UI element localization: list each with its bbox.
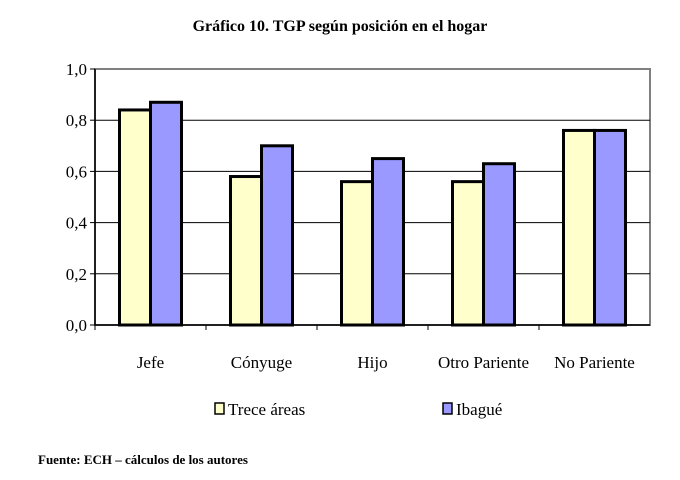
bar-trece-areas (229, 175, 263, 327)
bar-ibague (149, 100, 183, 327)
bar-ibague (482, 162, 516, 327)
y-tick-label: 0,0 (66, 316, 87, 335)
legend-label: Ibagué (456, 400, 502, 419)
chart-title: Gráfico 10. TGP según posición en el hog… (192, 18, 488, 35)
x-tick-label: Cónyuge (231, 353, 292, 372)
x-tick-label: Hijo (357, 353, 387, 372)
bar-ibague (371, 157, 405, 327)
legend-swatch (214, 402, 225, 415)
y-tick-label: 0,6 (66, 162, 87, 181)
source-note: Fuente: ECH – cálculos de los autores (38, 452, 248, 467)
bar-ibague (260, 144, 294, 327)
x-tick-label: Jefe (137, 353, 164, 372)
x-tick-label: No Pariente (554, 353, 635, 372)
bar-ibague (593, 128, 627, 327)
y-tick-label: 0,4 (66, 214, 88, 233)
y-tick-label: 0,2 (66, 265, 87, 284)
bar-trece-areas (562, 128, 596, 327)
x-tick-label: Otro Pariente (438, 353, 529, 372)
legend-swatch (442, 402, 453, 415)
y-tick-label: 0,8 (66, 111, 87, 130)
bar-trece-areas (118, 108, 152, 327)
legend-label: Trece áreas (228, 400, 305, 419)
bar-trece-areas (451, 180, 485, 327)
y-tick-label: 1,0 (66, 60, 87, 79)
bar-trece-areas (340, 180, 374, 327)
